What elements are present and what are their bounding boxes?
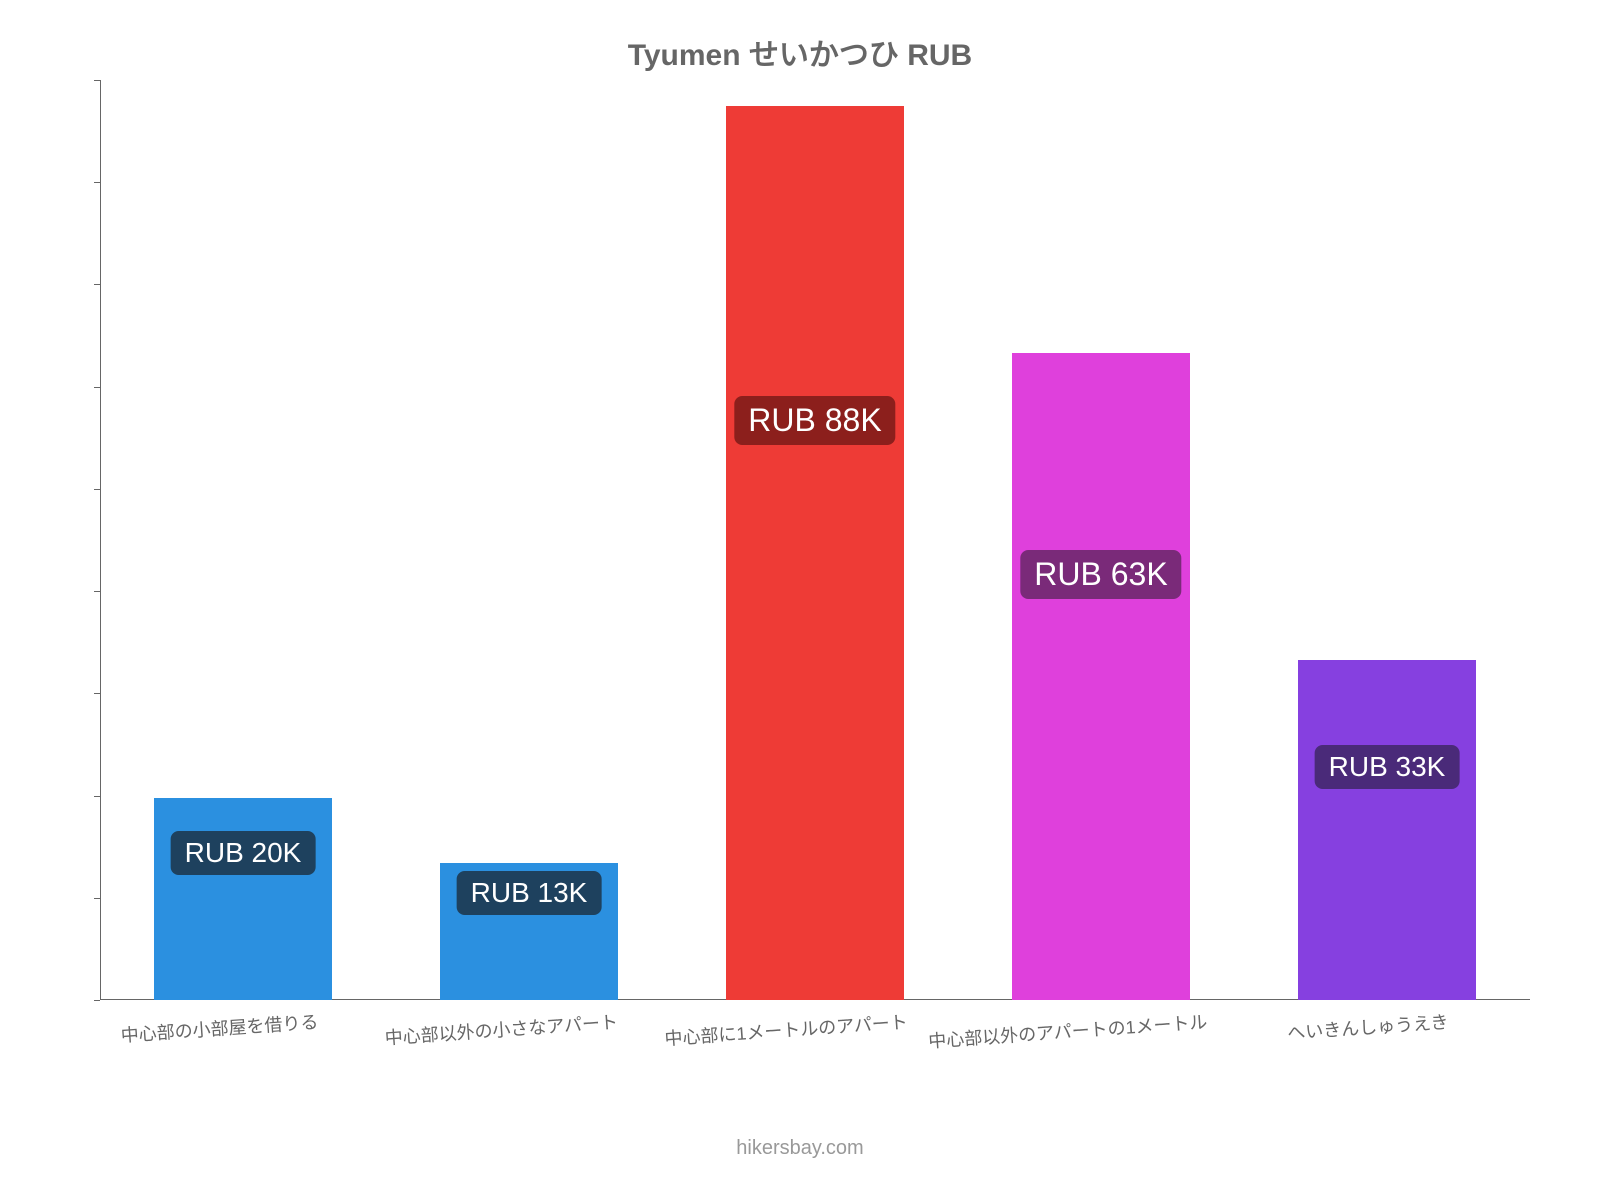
bar bbox=[1012, 353, 1189, 1000]
x-label: へいきんしゅうえき bbox=[1286, 1008, 1449, 1045]
attribution-text: hikersbay.com bbox=[0, 1137, 1600, 1160]
x-labels: 中心部の小部屋を借りる 中心部以外の小さなアパート 中心部に1メートルのアパート中心… bbox=[100, 1000, 1530, 1080]
bars-container: RUB 20K RUB 13K RUB 88K RUB 63K RUB 33K bbox=[100, 80, 1530, 1000]
y-tick-mark bbox=[94, 80, 100, 81]
chart-canvas: Tyumen せいかつひ RUB RUB 20KRUB 13KRUB 88KRU… bbox=[0, 0, 1600, 1200]
plot-area: RUB 20KRUB 13KRUB 88KRUB 63KRUB 33K 0100… bbox=[100, 80, 1530, 1000]
y-tick-mark bbox=[94, 693, 100, 694]
x-label: 中心部に1メートルのアパート bbox=[664, 1008, 909, 1051]
y-tick-mark bbox=[94, 182, 100, 183]
value-badge: RUB 13K bbox=[457, 871, 602, 915]
x-label: 中心部の小部屋を借りる bbox=[120, 1008, 319, 1048]
value-badge: RUB 33K bbox=[1315, 745, 1460, 789]
y-tick-mark bbox=[94, 796, 100, 797]
value-badge: RUB 20K bbox=[171, 831, 316, 875]
y-tick-mark bbox=[94, 898, 100, 899]
x-label: 中心部以外のアパートの1メートル bbox=[927, 1008, 1208, 1053]
bar bbox=[1298, 660, 1475, 1000]
x-label: 中心部以外の小さなアパート bbox=[384, 1008, 619, 1050]
y-tick-mark bbox=[94, 591, 100, 592]
bar bbox=[726, 106, 903, 1000]
chart-title: Tyumen せいかつひ RUB bbox=[0, 30, 1600, 74]
bar bbox=[154, 798, 331, 1000]
value-badge: RUB 88K bbox=[734, 396, 895, 445]
y-tick-mark bbox=[94, 489, 100, 490]
value-badge: RUB 63K bbox=[1020, 550, 1181, 599]
y-tick-mark bbox=[94, 284, 100, 285]
y-tick-mark bbox=[94, 387, 100, 388]
